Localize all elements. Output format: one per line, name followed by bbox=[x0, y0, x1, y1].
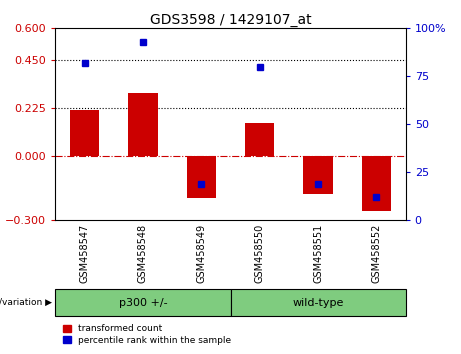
Text: GSM458552: GSM458552 bbox=[372, 224, 382, 283]
Bar bbox=[303, 156, 333, 194]
Text: genotype/variation ▶: genotype/variation ▶ bbox=[0, 298, 52, 307]
Text: GSM458550: GSM458550 bbox=[254, 224, 265, 283]
Bar bbox=[187, 156, 216, 198]
Title: GDS3598 / 1429107_at: GDS3598 / 1429107_at bbox=[150, 13, 311, 27]
Text: GSM458547: GSM458547 bbox=[79, 224, 89, 283]
Bar bbox=[362, 156, 391, 211]
Bar bbox=[128, 93, 158, 156]
Text: p300 +/-: p300 +/- bbox=[118, 298, 167, 308]
Bar bbox=[70, 110, 99, 156]
Bar bbox=[245, 123, 274, 156]
Text: GSM458549: GSM458549 bbox=[196, 224, 207, 283]
Text: GSM458548: GSM458548 bbox=[138, 224, 148, 283]
Legend: transformed count, percentile rank within the sample: transformed count, percentile rank withi… bbox=[60, 321, 235, 349]
Text: GSM458551: GSM458551 bbox=[313, 224, 323, 283]
Bar bbox=[55, 289, 230, 316]
Text: wild-type: wild-type bbox=[292, 298, 344, 308]
Bar bbox=[230, 289, 406, 316]
